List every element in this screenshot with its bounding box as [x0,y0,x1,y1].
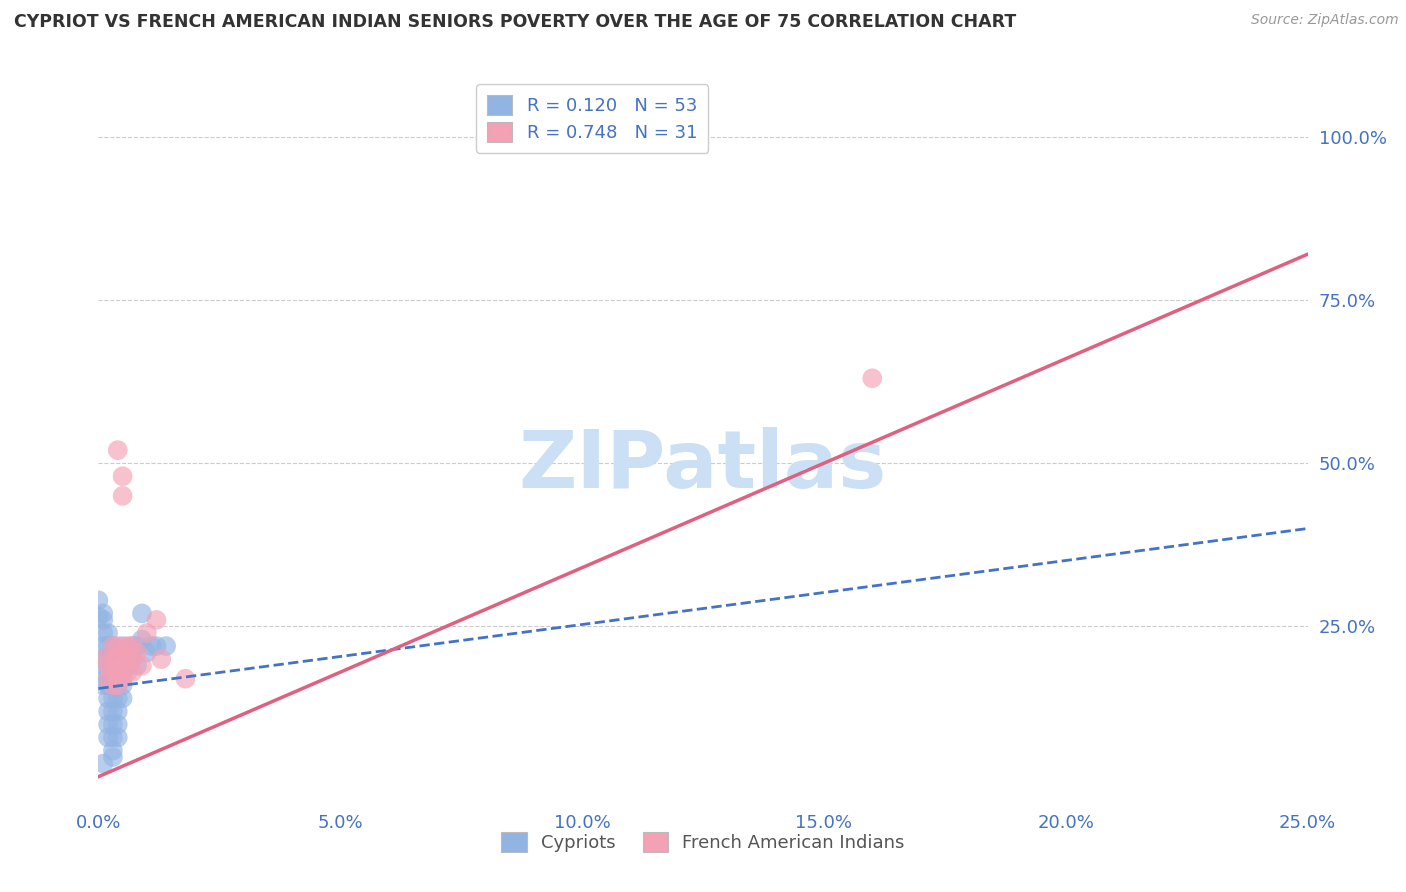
Point [111,646,134,660]
Legend: Cypriots, French American Indians: Cypriots, French American Indians [494,825,912,860]
Point [107,691,129,706]
Point [135,646,157,660]
Text: CYPRIOT VS FRENCH AMERICAN INDIAN SENIORS POVERTY OVER THE AGE OF 75 CORRELATION: CYPRIOT VS FRENCH AMERICAN INDIAN SENIOR… [14,13,1017,31]
Point [97,639,120,653]
Point [97,705,120,719]
Point [121,665,143,680]
Point [97,652,120,666]
Point [91,756,114,771]
Point [150,652,173,666]
Point [131,658,153,673]
Point [111,672,134,686]
Point [107,665,129,680]
Point [101,639,124,653]
Point [97,626,120,640]
Point [135,626,157,640]
Point [101,639,124,653]
Point [91,652,114,666]
Point [107,443,129,458]
Point [121,652,143,666]
Point [91,626,114,640]
Point [107,639,129,653]
Point [91,652,114,666]
Point [101,665,124,680]
Point [117,658,139,673]
Point [97,665,120,680]
Point [101,750,124,764]
Point [91,613,114,627]
Point [107,678,129,692]
Point [101,743,124,757]
Point [117,646,139,660]
Point [97,678,120,692]
Point [111,489,134,503]
Point [101,691,124,706]
Point [111,691,134,706]
Point [111,665,134,680]
Point [155,639,177,653]
Point [97,672,120,686]
Point [87,593,110,607]
Point [174,672,197,686]
Point [107,705,129,719]
Point [107,652,129,666]
Point [117,639,139,653]
Point [111,658,134,673]
Point [111,469,134,483]
Text: Source: ZipAtlas.com: Source: ZipAtlas.com [1251,13,1399,28]
Point [860,371,883,385]
Point [141,639,163,653]
Point [145,639,167,653]
Point [117,652,139,666]
Point [97,691,120,706]
Point [145,613,167,627]
Point [97,731,120,745]
Point [97,717,120,731]
Point [107,665,129,680]
Point [91,678,114,692]
Point [101,652,124,666]
Point [121,639,143,653]
Point [121,639,143,653]
Point [131,632,153,647]
Point [107,717,129,731]
Point [101,665,124,680]
Point [97,658,120,673]
Point [101,731,124,745]
Point [107,731,129,745]
Point [91,665,114,680]
Point [101,678,124,692]
Point [87,609,110,624]
Point [107,678,129,692]
Point [101,705,124,719]
Point [111,678,134,692]
Point [127,646,149,660]
Point [91,639,114,653]
Point [111,652,134,666]
Text: ZIPatlas: ZIPatlas [519,427,887,506]
Point [111,639,134,653]
Point [101,717,124,731]
Point [131,607,153,621]
Point [127,639,149,653]
Point [127,658,149,673]
Point [107,652,129,666]
Point [101,652,124,666]
Point [117,665,139,680]
Point [547,129,569,144]
Point [121,652,143,666]
Point [101,678,124,692]
Point [91,607,114,621]
